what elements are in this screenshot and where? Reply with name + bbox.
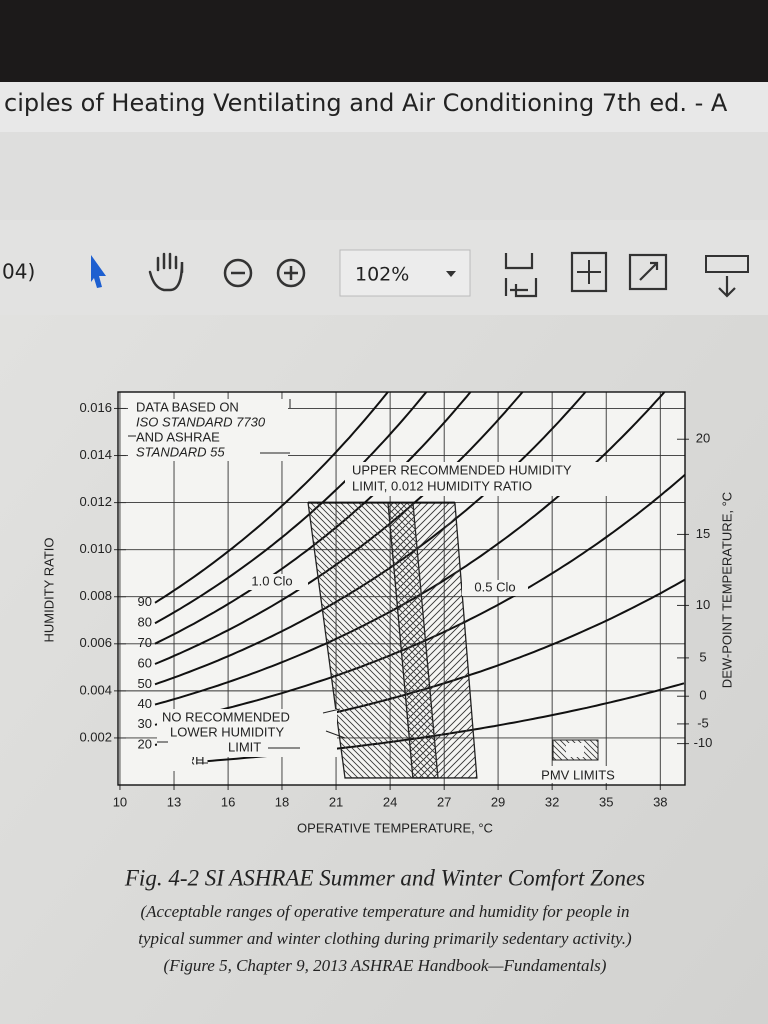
zoom-dropdown[interactable] bbox=[446, 271, 456, 277]
rh-curve bbox=[154, 392, 390, 604]
y2-tick-label: 10 bbox=[696, 597, 710, 612]
annotation: ISO STANDARD 7730 bbox=[136, 414, 266, 429]
annotation: DATA BASED ON bbox=[136, 399, 239, 414]
x-tick-label: 27 bbox=[437, 794, 451, 809]
page-number: 04) bbox=[2, 260, 35, 284]
window-title: ciples of Heating Ventilating and Air Co… bbox=[4, 89, 728, 117]
y-tick-label: 0.012 bbox=[79, 494, 112, 509]
zone-label: 1.0 Clo bbox=[251, 573, 292, 588]
y-tick-label: 0.002 bbox=[79, 729, 112, 744]
annotation: AND ASHRAE bbox=[136, 429, 220, 444]
x-tick-label: 13 bbox=[167, 794, 181, 809]
select-tool[interactable] bbox=[91, 255, 106, 288]
label-background bbox=[236, 574, 308, 590]
x-tick-label: 21 bbox=[329, 794, 343, 809]
annotation: UPPER RECOMMENDED HUMIDITY bbox=[352, 462, 572, 477]
annotation: PMV LIMITS bbox=[541, 767, 615, 782]
rh-curve bbox=[154, 392, 428, 625]
x-tick-label: 16 bbox=[221, 794, 235, 809]
label-background bbox=[520, 766, 630, 783]
rh-label: 60 bbox=[137, 655, 151, 670]
x-tick-label: 32 bbox=[545, 794, 559, 809]
caption-line: (Acceptable ranges of operative temperat… bbox=[141, 902, 630, 921]
rh-label: 20 bbox=[137, 736, 151, 751]
y2-tick-label: 0 bbox=[699, 688, 706, 703]
y2-tick-label: -10 bbox=[694, 735, 713, 750]
x-tick-label: 29 bbox=[491, 794, 505, 809]
x-tick-label: 18 bbox=[275, 794, 289, 809]
y-tick-label: 0.016 bbox=[79, 400, 112, 415]
fit-width[interactable] bbox=[504, 253, 538, 298]
full-screen-icon bbox=[639, 261, 659, 281]
chart: 10 13 16 18 21 24 27 29 32 35 38 0.002 0.004 0.006 0.0… bbox=[41, 391, 734, 835]
label-background bbox=[157, 709, 337, 757]
label-background bbox=[462, 580, 528, 596]
plot-border bbox=[117, 391, 686, 786]
annotation: STANDARD 55 bbox=[136, 444, 225, 459]
x-axis-label: OPERATIVE TEMPERATURE, °C bbox=[297, 820, 493, 835]
fit-page-icon bbox=[577, 260, 601, 284]
pmv-key-label-bg bbox=[566, 743, 584, 757]
zoom-in-icon bbox=[284, 266, 298, 280]
leader-lines bbox=[128, 399, 346, 764]
zoom-out[interactable] bbox=[223, 258, 253, 288]
rh-label: 70 bbox=[137, 635, 151, 650]
rh-label: 80 bbox=[137, 615, 151, 630]
y2-axis-label: DEW-POINT TEMPERATURE, °C bbox=[719, 492, 734, 688]
menu-area bbox=[0, 132, 768, 220]
rh-label: 40 bbox=[137, 696, 151, 711]
zoom-in[interactable] bbox=[276, 258, 306, 288]
label-background bbox=[128, 399, 288, 461]
title-bar bbox=[0, 82, 768, 132]
bezel bbox=[0, 0, 768, 82]
caption-line: typical summer and winter clothing durin… bbox=[138, 929, 632, 948]
x-tick-label: 24 bbox=[383, 794, 397, 809]
full-screen[interactable] bbox=[628, 253, 668, 291]
y2-tick-label: 15 bbox=[696, 526, 710, 541]
y-tick-label: 0.006 bbox=[79, 635, 112, 650]
label-background bbox=[128, 755, 192, 771]
caption-line: (Figure 5, Chapter 9, 2013 ASHRAE Handbo… bbox=[164, 956, 607, 975]
y2-tick-label: -5 bbox=[697, 715, 709, 730]
y2-tick-label: 5 bbox=[699, 649, 706, 664]
y-tick-label: 0.014 bbox=[79, 447, 112, 462]
y-tick-label: 0.004 bbox=[79, 682, 112, 697]
zoom-value: 102% bbox=[355, 264, 409, 286]
rh-curve bbox=[154, 392, 472, 645]
x-tick-label: 38 bbox=[653, 794, 667, 809]
rh-label: 50 bbox=[137, 676, 151, 691]
zone-label: 0.5 Clo bbox=[474, 579, 515, 594]
y2-tick-label: 20 bbox=[696, 431, 710, 446]
x-tick-label: 10 bbox=[113, 794, 127, 809]
annotation: LIMIT bbox=[228, 739, 261, 754]
y-tick-label: 0.008 bbox=[79, 588, 112, 603]
more-tools-icon bbox=[718, 276, 736, 298]
y-tick-label: 0.010 bbox=[79, 541, 112, 556]
x-tick-label: 35 bbox=[599, 794, 613, 809]
caption-title: Fig. 4-2 SI ASHRAE Summer and Winter Com… bbox=[124, 865, 645, 890]
rh-label: 30 bbox=[137, 716, 151, 731]
annotation: NO RECOMMENDED bbox=[162, 709, 290, 724]
annotation: LIMIT, 0.012 HUMIDITY RATIO bbox=[352, 478, 532, 493]
annotation: LOWER HUMIDITY bbox=[170, 724, 284, 739]
y-axis-label: HUMIDITY RATIO bbox=[41, 538, 56, 643]
rh-label: 90 bbox=[137, 594, 151, 609]
hand-tool[interactable] bbox=[148, 252, 184, 292]
more-tools[interactable] bbox=[705, 255, 749, 273]
fit-page[interactable] bbox=[570, 251, 608, 293]
label-background bbox=[345, 462, 650, 496]
